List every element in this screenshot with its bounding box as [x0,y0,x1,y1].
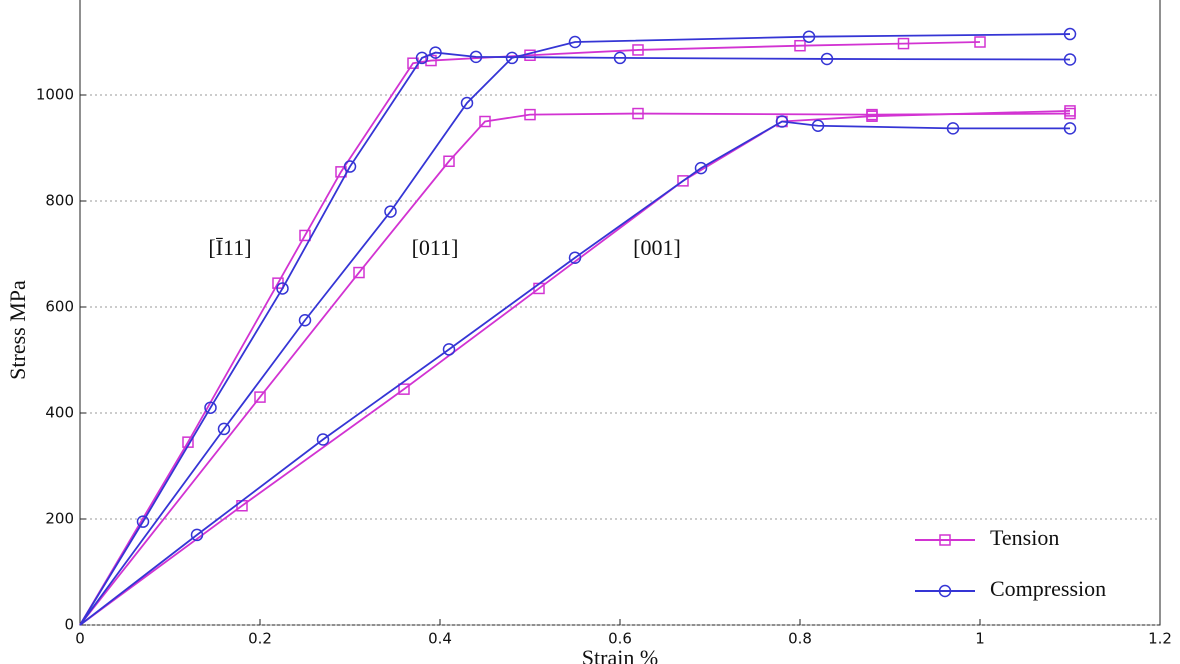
marker [398,383,410,395]
marker [343,160,357,173]
x-tick-label: 0.4 [428,630,452,648]
marker [694,161,708,175]
marker [1063,53,1077,66]
marker [204,401,217,414]
marker [1064,105,1076,117]
marker [568,251,582,264]
marker [316,433,330,446]
marker [217,422,231,436]
marker [568,35,582,49]
marker [974,36,986,48]
y-tick-label: 800 [45,192,74,210]
marker [802,30,816,43]
marker [677,175,689,187]
marker [897,37,910,50]
orientation-label: [Ī11] [208,235,251,260]
marker [946,122,960,135]
marker [524,108,536,121]
y-tick-label: 400 [45,404,74,422]
marker [384,205,397,218]
legend-label: Compression [990,576,1106,601]
y-tick-label: 600 [45,298,74,316]
orientation-label: [001] [633,235,681,260]
x-tick-label: 0.8 [788,630,812,648]
y-tick-label: 0 [64,616,74,634]
y-axis-label: Stress MPa [5,280,30,380]
legend-label: Tension [990,525,1059,550]
marker [415,51,429,65]
marker [335,166,347,178]
x-tick-label: 0 [75,630,85,648]
marker [460,96,474,110]
marker [254,391,266,403]
marker [1063,27,1077,41]
series-line [79,110,1071,626]
marker [632,44,644,56]
marker [866,110,878,122]
marker [353,266,365,279]
series-line [79,33,1071,626]
marker [443,155,455,167]
y-tick-label: 200 [45,510,74,528]
marker [442,343,456,356]
marker [429,46,442,59]
series-line [79,51,1071,626]
x-tick-label: 1 [975,630,985,648]
legend-marker [939,534,951,546]
series-line [79,112,1071,626]
marker [299,229,311,242]
marker [1063,122,1077,135]
orientation-label: [011] [412,235,459,260]
y-tick-label: 1000 [36,86,74,104]
marker [632,107,644,120]
marker [505,51,519,65]
marker [811,119,825,132]
x-tick-label: 1.2 [1148,630,1172,648]
marker [613,51,627,65]
x-tick-label: 0.2 [248,630,272,648]
x-tick-label: 0.6 [608,630,632,648]
marker [775,115,789,128]
series-line [79,41,981,626]
marker [479,115,491,128]
marker [469,50,483,64]
marker [276,282,289,295]
series-line [79,120,1070,626]
marker [136,515,150,528]
marker [190,528,204,542]
marker [298,314,312,327]
legend-marker [938,584,952,598]
marker [794,39,806,52]
x-axis-label: Strain % [582,645,658,664]
marker [820,52,834,66]
